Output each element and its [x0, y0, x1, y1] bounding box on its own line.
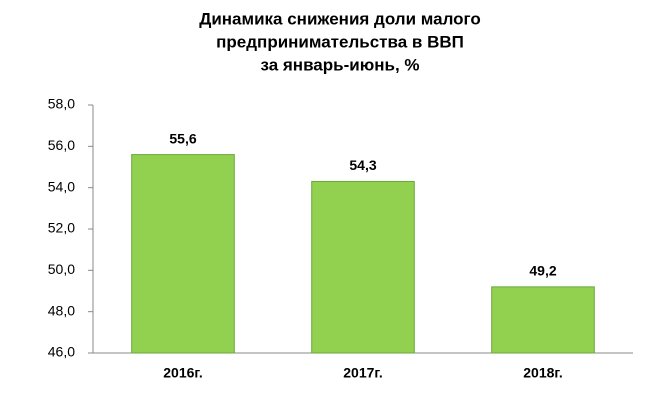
- bar: [491, 286, 595, 354]
- bar: [131, 154, 235, 354]
- bar: [311, 180, 415, 354]
- y-tick-label: 58,0: [48, 96, 75, 112]
- chart-title: предпринимательства в ВВП: [216, 32, 464, 51]
- y-tick-label: 50,0: [48, 261, 75, 277]
- x-tick-label: 2018г.: [523, 365, 562, 381]
- y-tick-label: 54,0: [48, 178, 75, 194]
- chart-title: Динамика снижения доли малого: [199, 9, 481, 28]
- y-tick-label: 52,0: [48, 220, 75, 236]
- x-tick-label: 2017г.: [343, 365, 382, 381]
- data-label: 54,3: [349, 157, 376, 173]
- y-tick-label: 56,0: [48, 137, 75, 153]
- y-tick-label: 48,0: [48, 302, 75, 318]
- y-tick-label: 46,0: [48, 344, 75, 360]
- chart-title: за январь-июнь, %: [260, 55, 419, 74]
- data-label: 55,6: [169, 130, 196, 146]
- data-label: 49,2: [529, 263, 556, 279]
- x-tick-label: 2016г.: [163, 365, 202, 381]
